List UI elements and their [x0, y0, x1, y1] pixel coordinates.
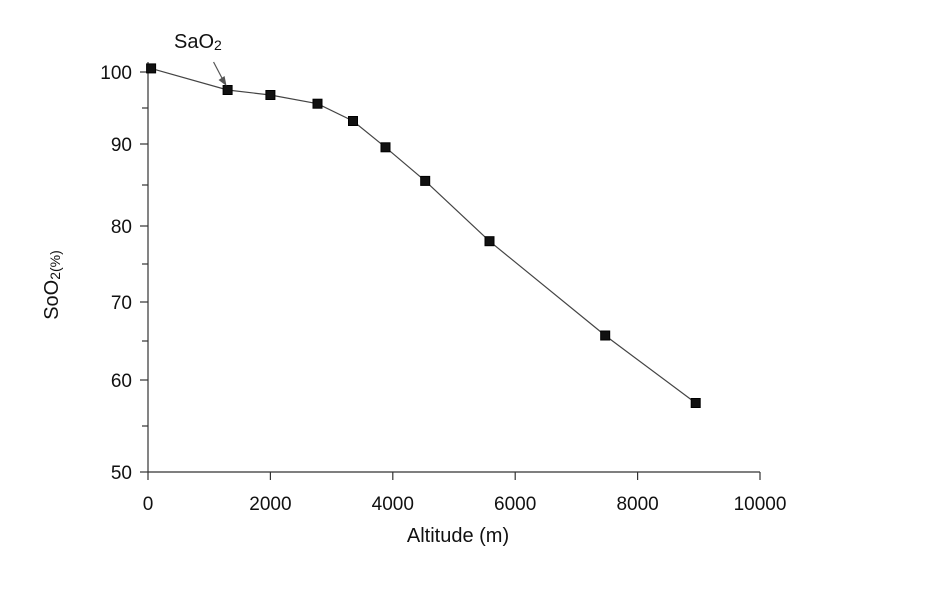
x-tick-label: 0 [143, 494, 154, 515]
x-tick-label: 6000 [494, 494, 536, 515]
data-point [600, 330, 611, 341]
y-tick-label: 100 [100, 63, 132, 84]
sao2-annotation: SaO2 [174, 31, 222, 53]
y-tick-label: 50 [111, 463, 132, 484]
x-tick-label: 10000 [734, 494, 787, 515]
y-axis-title: SoO2(%) [41, 250, 63, 320]
data-point [380, 142, 391, 153]
y-tick-label: 80 [111, 217, 132, 238]
x-tick-label: 2000 [249, 494, 291, 515]
data-point [222, 85, 233, 95]
annotation-layer: SaO2 [174, 31, 227, 86]
y-tick-label: 90 [111, 135, 132, 156]
data-point [690, 398, 701, 408]
data-point [312, 98, 323, 109]
series-layer [146, 63, 701, 408]
data-point [265, 90, 276, 100]
series-line [150, 67, 697, 404]
data-point [484, 236, 495, 247]
y-tick-label: 60 [111, 371, 132, 392]
y-tick-label: 70 [111, 293, 132, 314]
x-tick-label: 8000 [616, 494, 658, 515]
data-point [420, 175, 431, 186]
x-axis-title: Altitude (m) [407, 525, 509, 547]
annotation-arrow-head [218, 76, 227, 86]
data-point [348, 116, 358, 126]
axes: 100 90 80 70 60 50 0 2000 4000 6000 8000 10000 [100, 62, 786, 515]
data-point [146, 63, 157, 74]
x-tick-label: 4000 [372, 494, 414, 515]
